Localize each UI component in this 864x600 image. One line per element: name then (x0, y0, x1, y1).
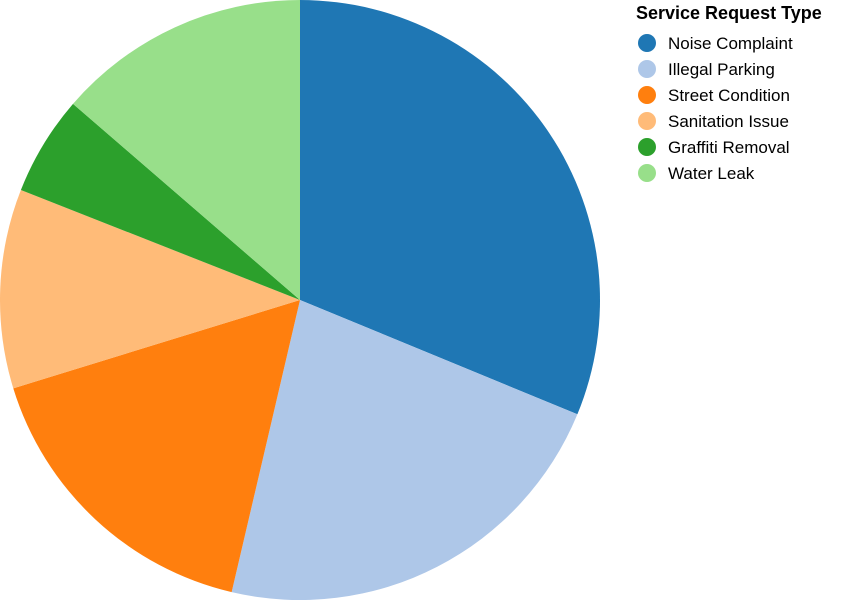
legend-label: Graffiti Removal (668, 138, 790, 157)
legend-label: Illegal Parking (668, 60, 775, 79)
legend-label: Street Condition (668, 86, 790, 105)
legend-label: Water Leak (668, 164, 755, 183)
legend-swatch (638, 60, 656, 78)
pie-slice-graffiti-removal (20, 103, 301, 300)
legend-swatch (638, 34, 656, 52)
legend-item: Street Condition (638, 86, 790, 105)
legend-item: Graffiti Removal (638, 138, 790, 157)
legend-swatch (638, 138, 656, 156)
legend-label: Sanitation Issue (668, 112, 789, 131)
pie-slice-sanitation-issue (0, 189, 300, 389)
pie-slice-street-condition (13, 300, 301, 593)
pie-slice-noise-complaint (300, 0, 600, 415)
legend-swatch (638, 164, 656, 182)
legend-items: Noise Complaint Illegal Parking Street Con… (638, 34, 793, 183)
legend-swatch (638, 86, 656, 104)
pie-slices (0, 0, 600, 600)
pie-slice-water-leak (73, 0, 300, 300)
legend-title: Service Request Type (636, 3, 822, 23)
legend-label: Noise Complaint (668, 34, 793, 53)
legend-item: Noise Complaint (638, 34, 793, 53)
legend: Service Request Type Noise Complaint Ille… (636, 3, 822, 183)
legend-item: Water Leak (638, 164, 755, 183)
legend-swatch (638, 112, 656, 130)
legend-item: Sanitation Issue (638, 112, 789, 131)
legend-item: Illegal Parking (638, 60, 775, 79)
pie-slice-illegal-parking (231, 300, 578, 600)
